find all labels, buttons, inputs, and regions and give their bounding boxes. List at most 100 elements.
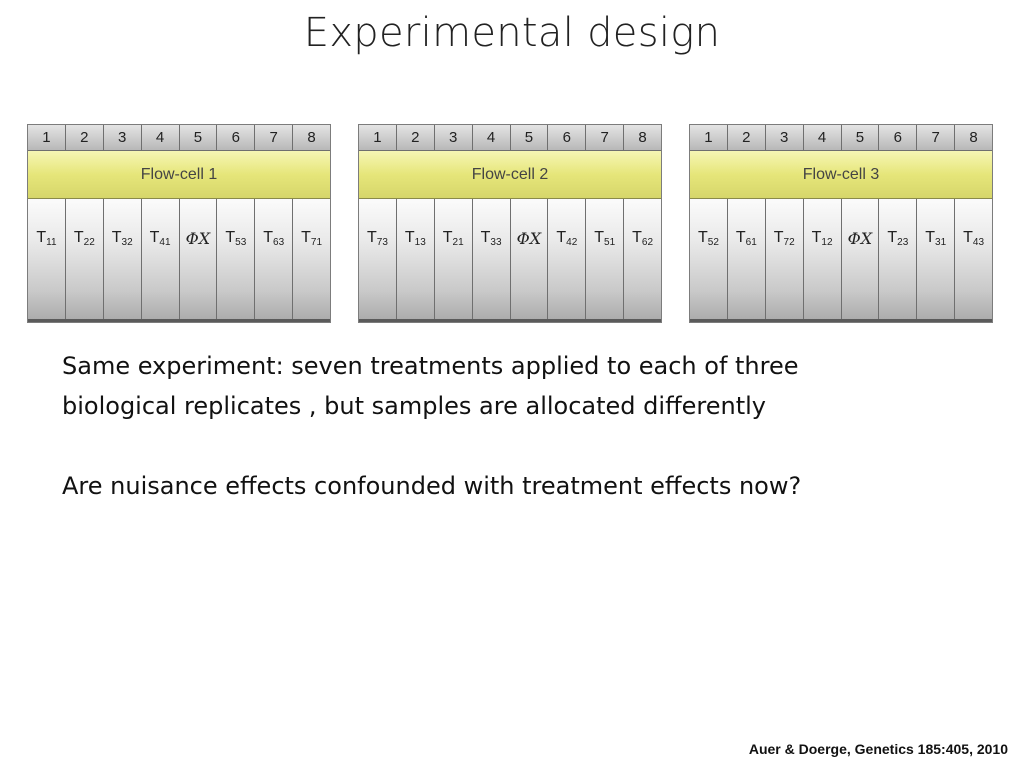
lane-number: 7 [586, 125, 625, 151]
lane: T21 [434, 199, 473, 322]
treatment-label: T [594, 229, 605, 246]
lane-number: 6 [548, 125, 587, 151]
treatment-subscript: 21 [452, 237, 464, 248]
lane-number: 3 [434, 125, 473, 151]
lane: ΦX [841, 199, 880, 322]
lane: T41 [141, 199, 180, 322]
lane-number: 8 [955, 125, 992, 151]
phix-label: ΦX [516, 229, 542, 248]
treatment-subscript: 43 [972, 237, 985, 248]
lane-number: 7 [255, 125, 294, 151]
treatment-subscript: 12 [821, 237, 833, 248]
treatment-subscript: 71 [310, 237, 323, 248]
lane: T22 [65, 199, 104, 322]
lane: T31 [917, 199, 956, 322]
treatment-label: T [366, 229, 377, 246]
lane: T61 [727, 199, 766, 322]
lane: ΦX [179, 199, 218, 322]
treatment-subscript: 23 [897, 237, 909, 248]
lane: T13 [396, 199, 435, 322]
lane: T32 [103, 199, 142, 322]
lane: T42 [548, 199, 587, 322]
lane-number: 2 [396, 125, 435, 151]
flowcell-panel: 1 2 3 4 5 6 7 8 Flow-cell 3 T52 T61 T72 T12 ΦX T23 T31 T… [689, 124, 993, 323]
treatment-label: T [925, 229, 936, 246]
treatment-label: T [887, 229, 898, 246]
lane-number: 3 [765, 125, 804, 151]
paragraph-line-2: biological replicates , but samples are … [62, 392, 766, 420]
lane: T43 [955, 199, 992, 322]
treatment-label: T [73, 229, 84, 246]
treatment-subscript: 51 [604, 237, 616, 248]
flowcell-panel: 1 2 3 4 5 6 7 8 Flow-cell 1 T11 T22 T32 T41 ΦX T53 T63 T… [27, 124, 331, 323]
lane-number: 6 [879, 125, 918, 151]
lane: ΦX [510, 199, 549, 322]
slide-body: Same experiment: seven treatments applie… [62, 346, 962, 506]
treatment-subscript: 32 [121, 237, 133, 248]
lane-row: T73 T13 T21 T33 ΦX T42 T51 T62 [359, 199, 661, 322]
treatment-subscript: 52 [707, 237, 719, 248]
treatment-label: T [556, 229, 567, 246]
treatment-subscript: 63 [273, 237, 285, 248]
treatment-subscript: 62 [641, 237, 654, 248]
lane-number: 4 [803, 125, 842, 151]
slide-title: Experimental design [303, 10, 721, 56]
treatment-subscript: 22 [83, 237, 95, 248]
treatment-label: T [149, 229, 160, 246]
treatment-subscript: 42 [566, 237, 578, 248]
treatment-subscript: 73 [376, 237, 388, 248]
treatment-label: T [301, 229, 311, 246]
treatment-subscript: 33 [490, 237, 502, 248]
lane: T53 [217, 199, 256, 322]
treatment-label: T [111, 229, 122, 246]
lane: T11 [28, 199, 66, 322]
treatment-label: T [404, 229, 415, 246]
flowcell-label: Flow-cell 1 [28, 151, 330, 199]
treatment-label: T [773, 229, 784, 246]
treatment-subscript: 53 [235, 237, 247, 248]
lane: T73 [359, 199, 397, 322]
lane: T51 [586, 199, 625, 322]
question-line: Are nuisance effects confounded with tre… [62, 472, 802, 500]
treatment-label: T [697, 229, 708, 246]
lane-row: T11 T22 T32 T41 ΦX T53 T63 T71 [28, 199, 330, 322]
lane: T63 [255, 199, 294, 322]
lane-number: 7 [917, 125, 956, 151]
lane-number: 8 [293, 125, 330, 151]
lane-number: 2 [727, 125, 766, 151]
lane-number: 1 [359, 125, 397, 151]
phix-label: ΦX [185, 229, 211, 248]
treatment-label: T [963, 229, 973, 246]
flowcell-diagram: 1 2 3 4 5 6 7 8 Flow-cell 1 T11 T22 T32 T41 ΦX T53 T63 T… [27, 124, 997, 324]
paragraph-line-1: Same experiment: seven treatments applie… [62, 352, 799, 380]
treatment-label: T [811, 229, 822, 246]
treatment-label: T [225, 229, 236, 246]
flowcell-bottom-edge [690, 319, 992, 322]
treatment-subscript: 11 [46, 237, 57, 248]
treatment-label: T [632, 229, 642, 246]
lane: T52 [690, 199, 728, 322]
treatment-label: T [36, 229, 47, 246]
treatment-subscript: 31 [935, 237, 947, 248]
lane-number: 4 [141, 125, 180, 151]
lane-number: 5 [841, 125, 880, 151]
treatment-subscript: 72 [783, 237, 795, 248]
citation: Auer & Doerge, Genetics 185:405, 2010 [748, 741, 1008, 757]
lane-number: 1 [28, 125, 66, 151]
treatment-label: T [480, 229, 491, 246]
flowcell-label: Flow-cell 3 [690, 151, 992, 199]
treatment-label: T [442, 229, 453, 246]
lane-number: 5 [510, 125, 549, 151]
lane: T33 [472, 199, 511, 322]
phix-label: ΦX [847, 229, 873, 248]
lane-row: T52 T61 T72 T12 ΦX T23 T31 T43 [690, 199, 992, 322]
flowcell-panel: 1 2 3 4 5 6 7 8 Flow-cell 2 T73 T13 T21 T33 ΦX T42 T51 T… [358, 124, 662, 323]
treatment-subscript: 13 [414, 237, 426, 248]
treatment-subscript: 41 [159, 237, 171, 248]
lane: T72 [765, 199, 804, 322]
lane-number: 4 [472, 125, 511, 151]
lane-number: 6 [217, 125, 256, 151]
